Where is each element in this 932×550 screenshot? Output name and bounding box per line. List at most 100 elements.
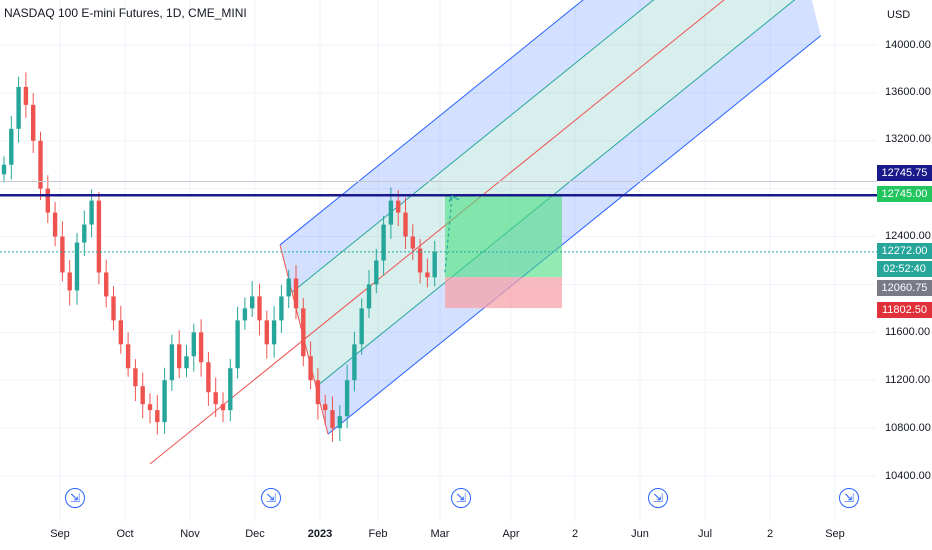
candle-body xyxy=(206,362,211,393)
candle-body xyxy=(74,242,80,291)
pitchfork-outer-band xyxy=(316,0,821,435)
candle-body xyxy=(323,404,328,411)
pitchfork-inner-band xyxy=(292,0,795,387)
time-tick: Jun xyxy=(631,528,649,540)
candle-body xyxy=(257,296,262,321)
price-tick: 10400.00 xyxy=(885,470,931,482)
candle-body xyxy=(125,344,131,369)
price-tick: 13600.00 xyxy=(885,86,931,98)
time-tick: Nov xyxy=(180,528,200,540)
candle-body xyxy=(104,272,109,297)
candle-body xyxy=(1,164,7,175)
candle-body xyxy=(330,410,335,429)
event-icon[interactable]: ⇲ xyxy=(65,488,85,508)
candle-body xyxy=(45,188,50,213)
time-tick: Sep xyxy=(825,528,845,540)
candle-body xyxy=(403,212,408,237)
candle-body xyxy=(337,416,342,429)
candle-body xyxy=(89,200,94,225)
time-tick: 2023 xyxy=(307,528,333,540)
stop-zone xyxy=(445,277,562,309)
candle-body xyxy=(177,344,182,369)
time-tick: Oct xyxy=(116,528,134,540)
time-tick: Dec xyxy=(245,528,265,540)
candle-body xyxy=(359,308,364,345)
target-tag: 12745.00 xyxy=(877,186,932,202)
pitchfork-lower-line xyxy=(327,35,822,435)
candle-body xyxy=(147,404,153,411)
candle-body xyxy=(286,278,291,297)
symbol-title[interactable]: NASDAQ 100 E-mini Futures, 1D, CME_MINI xyxy=(4,6,247,20)
candle-body xyxy=(162,380,167,423)
candle-body xyxy=(228,368,233,411)
current-price-tag: 12272.00 xyxy=(877,243,932,259)
candle-body xyxy=(52,212,58,237)
candle-body xyxy=(23,86,29,105)
time-tick: 2 xyxy=(766,528,774,540)
candle-body xyxy=(417,248,423,273)
time-tick: Apr xyxy=(502,528,520,540)
entry-tag: 12060.75 xyxy=(877,280,932,296)
event-icon[interactable]: ⇲ xyxy=(451,488,471,508)
candle-body xyxy=(352,344,357,381)
candle-body xyxy=(388,200,394,225)
candle-body xyxy=(293,278,299,309)
candle-body xyxy=(213,392,218,405)
time-axis[interactable]: Sep Oct Nov Dec 2023 Feb Mar Apr 2 Jun J… xyxy=(0,522,877,550)
price-tick: 11200.00 xyxy=(885,374,931,386)
candle-body xyxy=(82,224,87,243)
countdown-tag: 02:52:40 xyxy=(877,261,932,277)
candle-body xyxy=(366,284,372,309)
target-zone xyxy=(445,195,562,278)
event-icon[interactable]: ⇲ xyxy=(839,488,859,508)
price-tick: 10800.00 xyxy=(885,422,931,434)
time-tick: Sep xyxy=(50,528,70,540)
price-tick: 13200.00 xyxy=(885,133,931,145)
price-axis[interactable]: USD 14000.00 13600.00 13200.00 12400.00 … xyxy=(877,0,932,550)
candle-body xyxy=(308,356,313,381)
currency-label: USD xyxy=(887,9,911,21)
pitchfork-inner-line xyxy=(291,0,655,293)
time-tick: Jul xyxy=(697,528,713,540)
candle-body xyxy=(9,128,14,165)
candle-body xyxy=(118,320,123,345)
pitchfork-outer-band xyxy=(280,0,654,293)
candle-body xyxy=(198,332,204,363)
event-icon[interactable]: ⇲ xyxy=(261,488,281,508)
candle-body xyxy=(31,104,36,141)
candle-body xyxy=(264,320,269,345)
projection-arrow xyxy=(444,195,453,273)
event-icon[interactable]: ⇲ xyxy=(648,488,668,508)
candle-body xyxy=(279,296,284,321)
time-tick: Feb xyxy=(368,528,388,540)
candle-body xyxy=(425,272,430,278)
level-top-tag: 12745.75 xyxy=(877,165,932,181)
candle-body xyxy=(410,236,415,249)
candle-body xyxy=(96,200,102,273)
pitchfork-inner-line xyxy=(315,0,796,388)
chart-canvas[interactable] xyxy=(0,0,877,522)
candle-body xyxy=(235,320,240,369)
candle-body xyxy=(67,272,72,291)
candle-body xyxy=(38,140,43,189)
candle-body xyxy=(315,380,321,405)
candle-body xyxy=(60,236,65,273)
candle-body xyxy=(184,356,189,369)
candle-body xyxy=(381,224,386,261)
candle-body xyxy=(169,344,175,381)
candle-body xyxy=(191,332,196,357)
candle-body xyxy=(140,386,145,405)
candle-body xyxy=(301,308,306,357)
pitchfork-upper-line xyxy=(279,0,584,246)
candle-body xyxy=(271,320,277,345)
candle-body xyxy=(250,296,255,309)
time-tick: 2 xyxy=(571,528,579,540)
candle-body xyxy=(155,410,160,423)
candle-body xyxy=(133,368,138,387)
stop-tag: 11802.50 xyxy=(877,302,932,318)
projection-arrowhead xyxy=(448,195,460,203)
candle-body xyxy=(242,308,248,321)
price-tick: 11600.00 xyxy=(885,326,931,338)
candle-body xyxy=(432,251,437,278)
